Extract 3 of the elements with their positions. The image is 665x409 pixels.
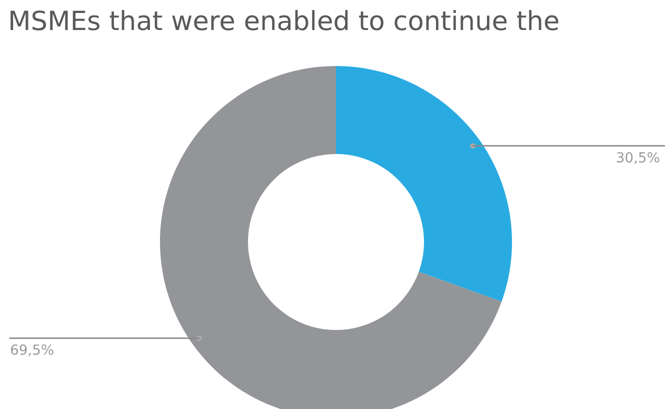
data-label: 69,5%: [10, 344, 54, 356]
data-label: 30,5%: [616, 152, 660, 164]
chart-title: MSMEs that were enabled to continue the: [10, 10, 558, 30]
